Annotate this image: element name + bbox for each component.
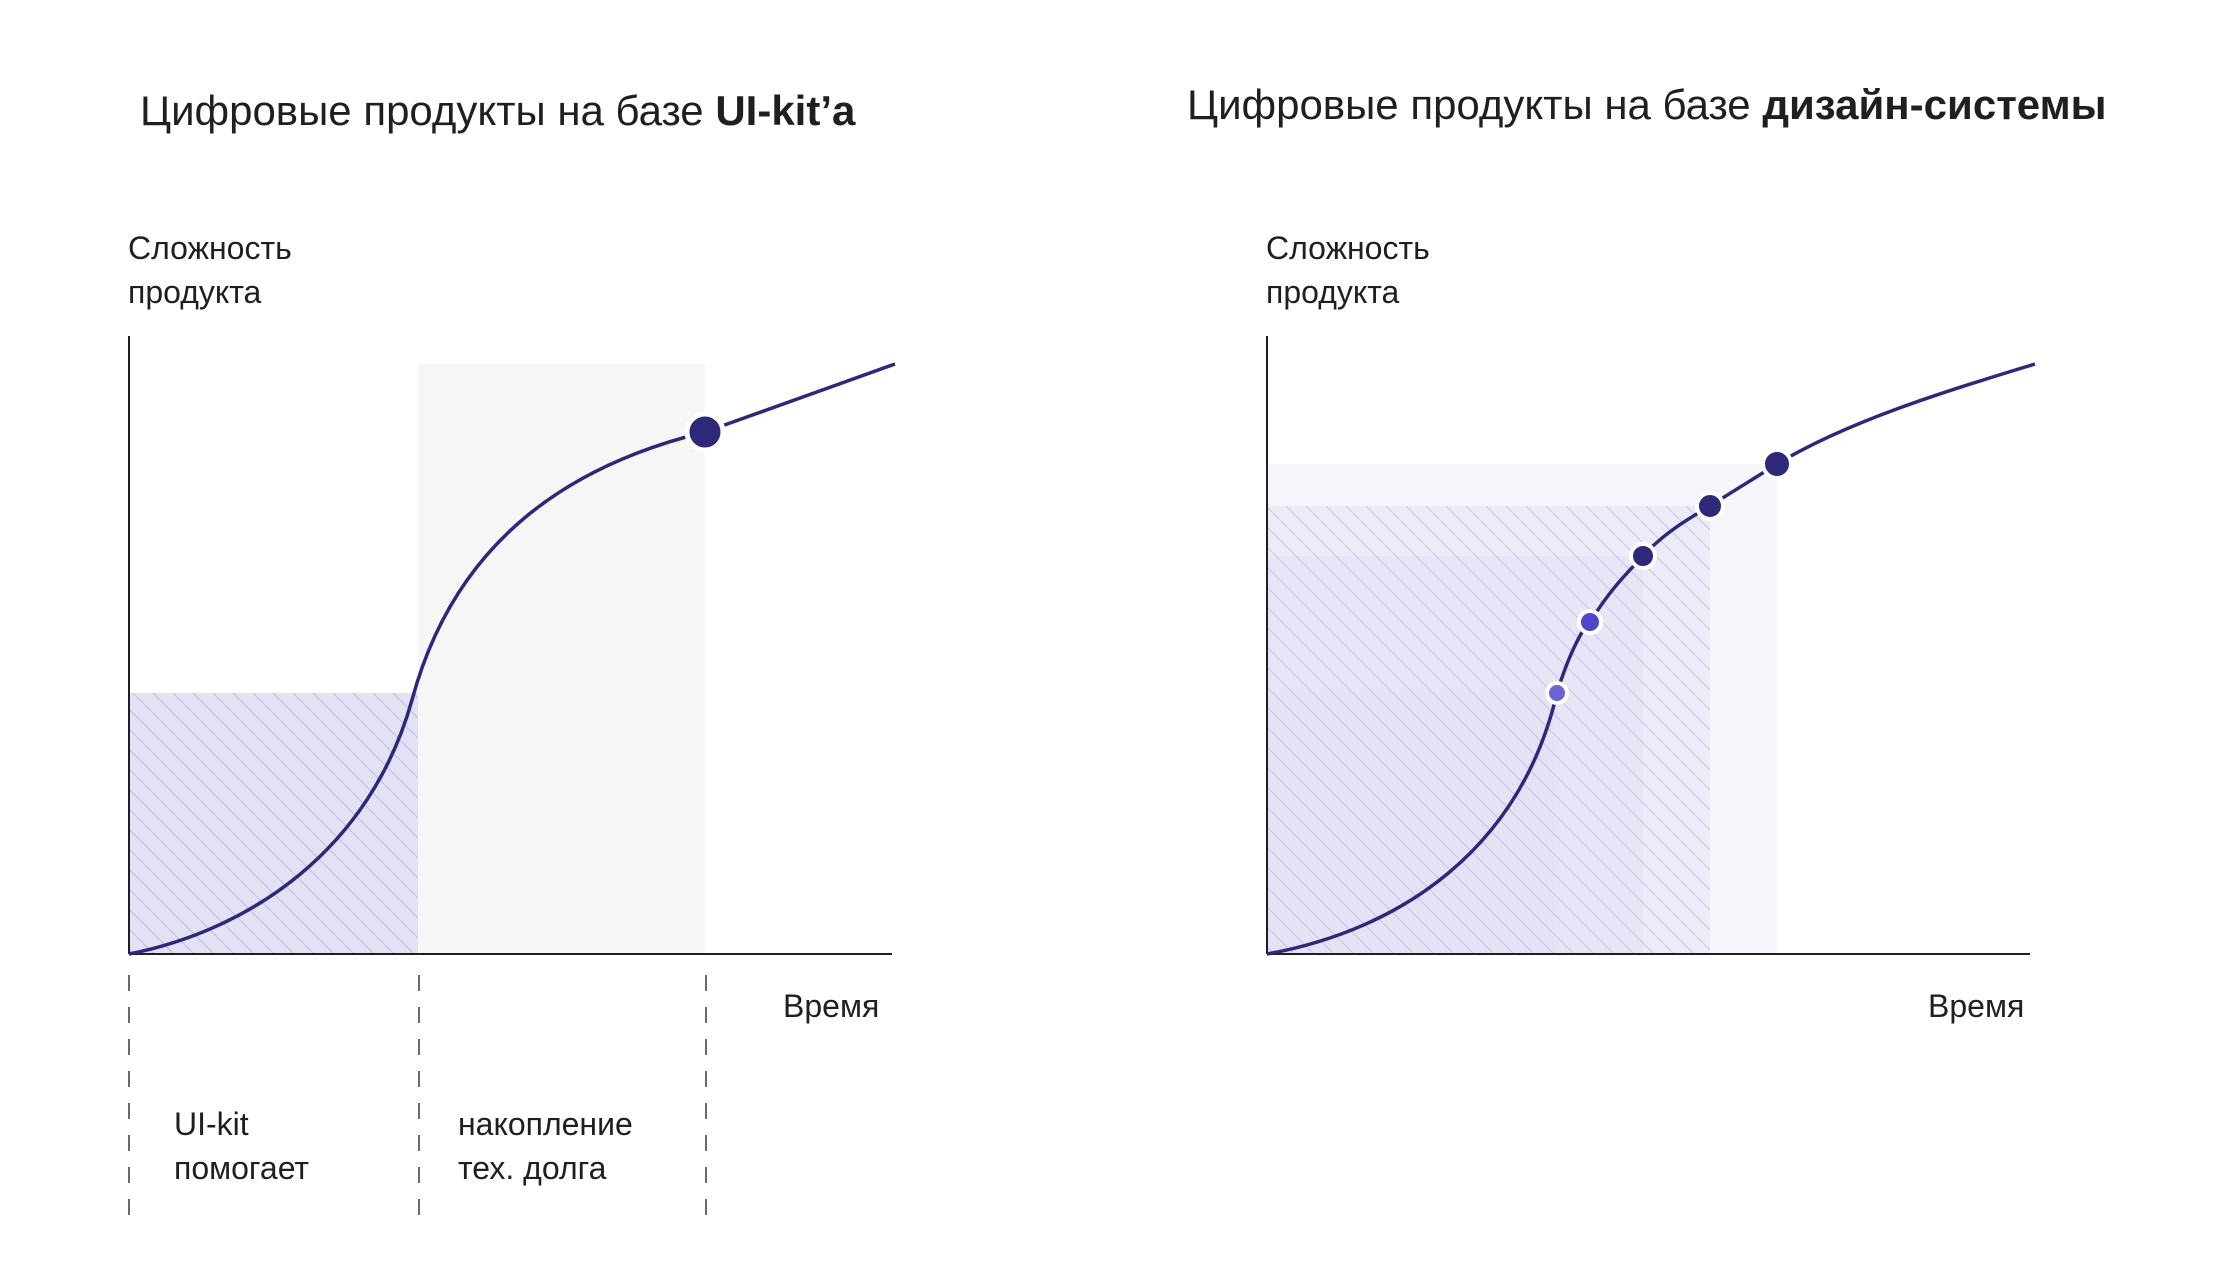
ui-kit-helps-zone-hatch — [129, 693, 418, 954]
right-chart-title: Цифровые продукты на базе дизайн-системы — [1187, 80, 2107, 130]
left-chart-title: Цифровые продукты на базе UI-kit’a — [140, 86, 855, 136]
right-y-axis-label: Сложность продукта — [1266, 226, 1430, 314]
left-title-prefix: Цифровые продукты на базе — [140, 87, 716, 134]
right-chart — [1266, 336, 2036, 956]
ds-point-2 — [1577, 609, 1603, 635]
phase-label-ui-kit-helps-line2: помогает — [174, 1150, 310, 1186]
left-title-bold: UI-kit’a — [715, 87, 856, 134]
phase-label-ui-kit-helps-line1: UI-kit — [174, 1106, 249, 1142]
left-y-axis-label-line1: Сложность — [128, 230, 292, 266]
phase-label-tech-debt-line2: тех. долга — [458, 1150, 607, 1186]
left-complexity-curve — [128, 362, 896, 956]
ds-zone-hatch — [1267, 506, 1710, 954]
phase-label-tech-debt-line1: накопление — [458, 1106, 633, 1142]
ds-point-3 — [1629, 542, 1657, 570]
right-y-axis-label-line1: Сложность — [1266, 230, 1430, 266]
ds-point-4 — [1695, 491, 1725, 521]
phase-label-ui-kit-helps: UI-kit помогает — [174, 1102, 309, 1190]
left-curve-point — [684, 411, 726, 453]
tech-debt-zone — [418, 364, 705, 954]
right-title-prefix: Цифровые продукты на базе — [1187, 81, 1763, 128]
ds-point-5 — [1761, 448, 1793, 480]
ds-point-1 — [1545, 681, 1569, 705]
left-y-axis-label-line2: продукта — [128, 274, 262, 310]
left-chart — [128, 336, 896, 1215]
right-y-axis-label-line2: продукта — [1266, 274, 1400, 310]
left-y-axis-label: Сложность продукта — [128, 226, 292, 314]
left-x-axis-label: Время — [783, 988, 880, 1024]
right-title-bold: дизайн-системы — [1762, 81, 2107, 128]
right-x-axis-label: Время — [1928, 988, 2025, 1024]
phase-label-tech-debt: накопление тех. долга — [458, 1102, 633, 1190]
